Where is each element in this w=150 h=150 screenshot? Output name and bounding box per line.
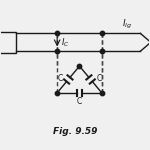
Text: C: C: [77, 96, 82, 105]
Text: $I_{lg}$: $I_{lg}$: [122, 18, 132, 31]
Text: C: C: [57, 74, 63, 83]
Bar: [0, 32, 16, 53]
Text: Fig. 9.59: Fig. 9.59: [53, 127, 97, 136]
Text: $I_C$: $I_C$: [61, 36, 70, 49]
Text: C: C: [96, 74, 101, 83]
